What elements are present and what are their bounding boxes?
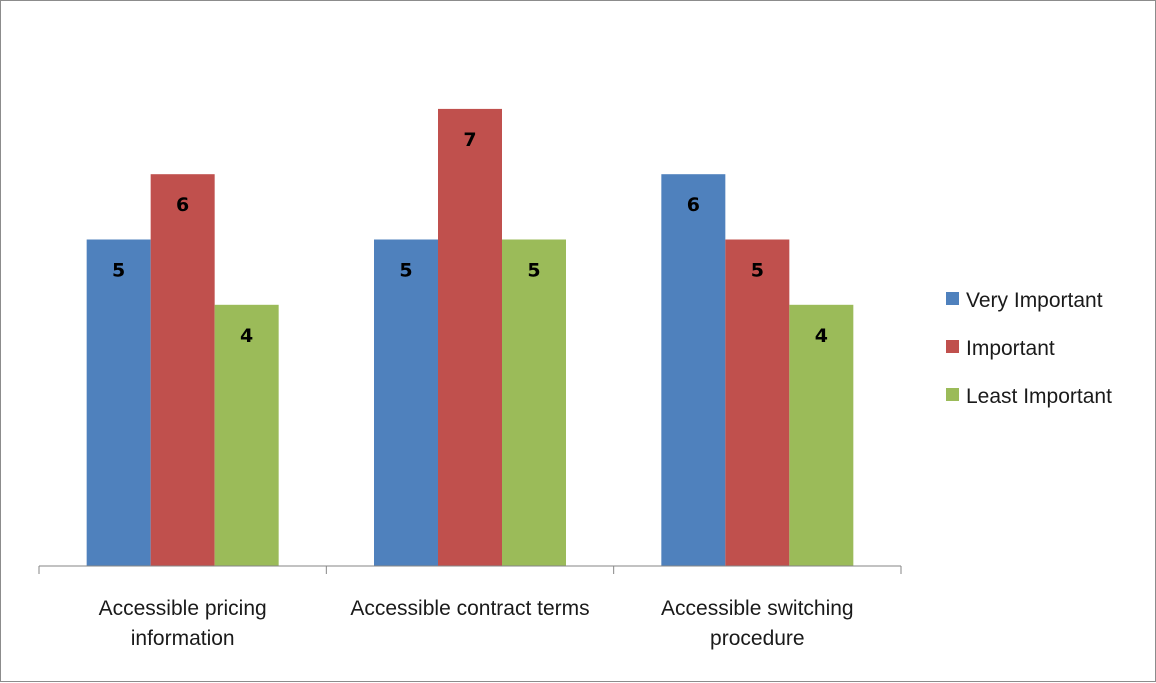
bar <box>150 174 215 566</box>
x-tick-label: Accessible switching <box>661 597 854 620</box>
data-label: 4 <box>815 325 828 347</box>
data-label: 5 <box>527 260 540 282</box>
legend-label: Least Important <box>966 385 1112 408</box>
bar <box>789 304 854 566</box>
bar <box>502 239 566 566</box>
bar <box>86 239 151 566</box>
x-tick-label: Accessible contract terms <box>350 597 589 620</box>
x-tick-label: information <box>131 627 235 650</box>
data-label: 6 <box>687 194 700 216</box>
bar <box>374 239 438 566</box>
legend-swatch <box>946 388 959 401</box>
data-label: 6 <box>176 194 189 216</box>
data-label: 5 <box>399 260 412 282</box>
x-tick-label: Accessible pricing <box>99 597 267 620</box>
legend-label: Important <box>966 337 1055 360</box>
legend-swatch <box>946 292 959 305</box>
x-tick-label: procedure <box>710 627 805 650</box>
bar <box>725 239 790 566</box>
data-label: 5 <box>112 260 125 282</box>
data-label: 4 <box>240 325 253 347</box>
bar <box>661 174 726 566</box>
data-label: 5 <box>751 260 764 282</box>
bar <box>438 108 502 567</box>
data-label: 7 <box>463 129 476 151</box>
legend-swatch <box>946 340 959 353</box>
legend-label: Very Important <box>966 289 1103 312</box>
bar <box>214 304 279 566</box>
